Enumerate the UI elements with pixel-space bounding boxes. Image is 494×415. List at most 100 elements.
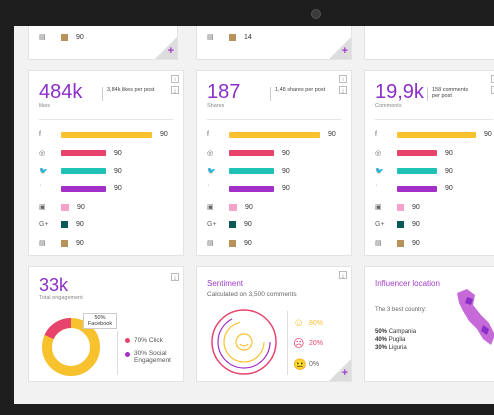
metric-bar — [229, 131, 320, 138]
info-icon[interactable]: i — [339, 75, 347, 83]
per-post-label: 1,48 shares per post — [270, 87, 335, 101]
sentiment-item: ☺ 80% — [293, 317, 323, 329]
instagram-icon: ◎ — [207, 150, 214, 157]
influencer-pct: 30% — [375, 345, 388, 351]
metric-value: 90 — [160, 131, 168, 138]
corner-fold[interactable] — [329, 37, 351, 59]
metric-value: 90 — [245, 203, 253, 211]
metric-value: 90 — [244, 239, 252, 247]
influencer-list: 50% Campania 40% Puglia 30% Liguria — [375, 329, 416, 353]
linkedin-icon: ▤ — [207, 34, 214, 41]
metric-square — [61, 239, 68, 247]
top-row-2: ▤ 14 — [207, 33, 252, 41]
metric-bar — [61, 150, 106, 156]
ring-mid — [217, 315, 271, 369]
influencer-region: Campania — [388, 329, 417, 335]
metric-value: 90 — [76, 221, 84, 228]
metric-bar — [229, 185, 274, 192]
sentiment-ring — [211, 309, 277, 375]
metric-row: ʾ 90 — [375, 185, 453, 192]
twitter-icon: 🐦 — [375, 168, 384, 175]
influencer-title: Influencer location — [375, 279, 440, 288]
legend-dot — [125, 352, 130, 357]
sentiment-item: 😐 0% — [293, 358, 323, 371]
square-marker — [229, 33, 236, 41]
metric-bar — [397, 150, 437, 156]
plus-icon[interactable]: + — [341, 45, 348, 57]
influencer-intro: The 3 best country: — [375, 307, 427, 313]
download-icon[interactable]: ⤓ — [339, 86, 347, 94]
engagement-total: 33k — [39, 275, 69, 295]
metric-value: 90 — [114, 167, 122, 175]
ring-outer — [211, 309, 277, 375]
facebook-icon: f — [207, 131, 209, 138]
metric-bar — [397, 131, 476, 138]
plus-icon[interactable]: + — [167, 45, 174, 57]
info-icon[interactable]: i — [171, 75, 179, 83]
corner-fold[interactable] — [329, 359, 351, 381]
italy-map-icon — [457, 289, 494, 345]
rss-icon: ʾ — [207, 185, 210, 192]
divider — [375, 119, 493, 120]
linkedin-icon: ▣ — [207, 204, 214, 211]
metric-square — [229, 203, 237, 211]
metric-value: 90 — [445, 167, 453, 175]
metric-row: ▤ 90 — [375, 239, 420, 247]
smiley-face-icon — [235, 333, 253, 351]
download-icon[interactable]: ⤓ — [171, 273, 179, 281]
per-post-label: 3,84k likes per post — [102, 87, 167, 101]
sad-face-icon: ☹ — [293, 338, 305, 350]
twitter-icon: 🐦 — [39, 168, 48, 175]
dashboard-screen: ▤ 90 + ▤ 14 + 484k likes 3,84k likes per p… — [14, 26, 494, 404]
stat-value: 19,9k — [375, 81, 424, 103]
metric-square — [61, 203, 69, 211]
metric-row: ʾ 90 — [207, 185, 290, 192]
camera-icon — [311, 9, 321, 19]
influencer-pct: 40% — [375, 337, 388, 343]
plus-icon[interactable]: + — [341, 367, 348, 379]
happy-face-icon: ☺ — [293, 317, 305, 329]
metric-square — [229, 239, 236, 247]
metric-row: ◎ 90 — [207, 149, 290, 158]
metric-value: 90 — [77, 203, 85, 211]
influencer-item: 40% Puglia — [375, 337, 416, 343]
divider — [207, 119, 341, 120]
download-icon[interactable]: ⤓ — [171, 86, 179, 94]
metric-row: 🐦 90 — [207, 167, 290, 176]
metric-value: 90 — [445, 185, 453, 192]
donut-pink — [44, 317, 72, 340]
stat-label: Comments — [375, 103, 402, 109]
metric-value: 90 — [412, 221, 420, 228]
smile-path — [239, 343, 249, 347]
influencer-region: Puglia — [388, 337, 406, 343]
square-marker — [61, 33, 68, 41]
rss-icon: ʾ — [39, 185, 42, 192]
legend-item: 30% Social Engagement — [125, 350, 186, 364]
download-icon[interactable]: ⤓ — [339, 271, 347, 279]
stat-card: 187 Shares 1,48 shares per post i ⤓ f 90 ◎ 90 🐦 90… — [196, 70, 352, 256]
googleplus-icon: G+ — [39, 221, 49, 228]
metric-row: ◎ 90 — [39, 149, 122, 158]
corner-fold[interactable] — [155, 37, 177, 59]
facebook-icon: f — [375, 131, 377, 138]
slideshare-icon: ▤ — [39, 240, 46, 247]
instagram-icon: ◎ — [39, 150, 46, 157]
sentiment-card: Sentiment Calculated on 3,500 comments ⤓… — [196, 266, 352, 382]
metric-row: G+ 90 — [39, 221, 84, 228]
instagram-icon: ◎ — [375, 150, 382, 157]
metric-square — [397, 239, 404, 247]
linkedin-icon: ▤ — [39, 34, 46, 41]
metric-square — [397, 221, 404, 228]
metric-row: f 90 — [39, 131, 168, 138]
info-icon[interactable]: i — [491, 75, 494, 83]
metric-row: G+ 90 — [375, 221, 420, 228]
divider — [117, 331, 118, 375]
metric-row: ▣ 90 — [39, 203, 85, 211]
metric-value: 90 — [282, 167, 290, 175]
metric-bar — [397, 168, 437, 174]
engagement-label: Total engagement — [39, 295, 83, 301]
metric-bar — [397, 185, 437, 192]
metric-value: 90 — [484, 131, 492, 138]
legend-dot — [125, 338, 130, 343]
